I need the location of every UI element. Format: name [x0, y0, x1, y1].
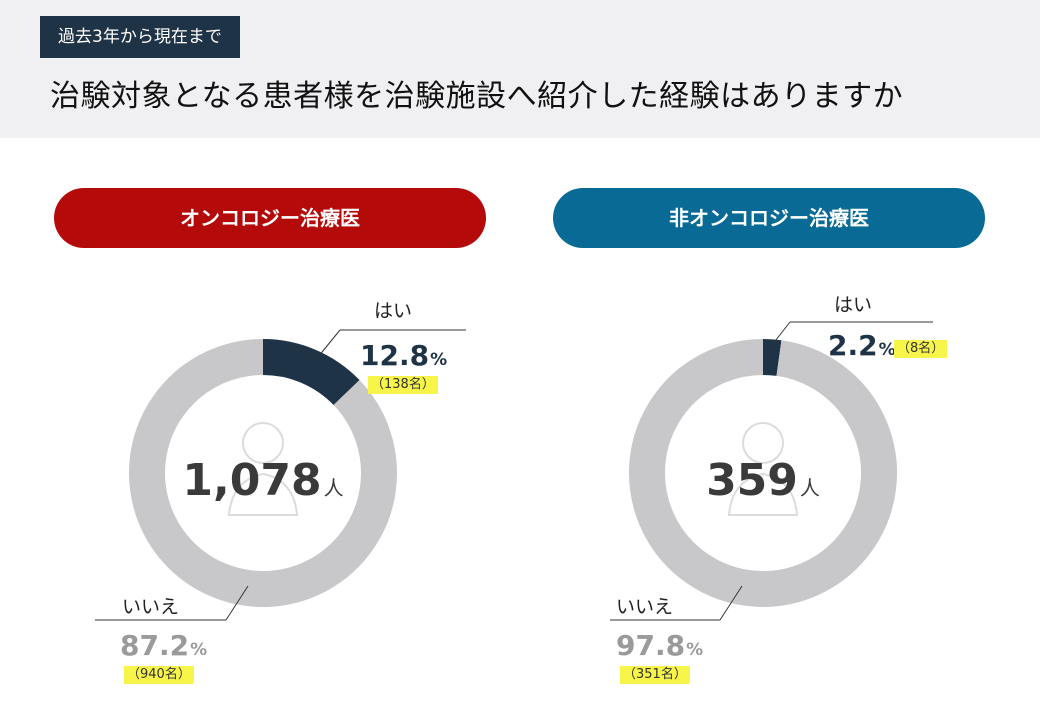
no-slice — [129, 339, 397, 607]
no-leader-line — [225, 585, 249, 621]
no-percent: 87.2% — [120, 630, 207, 666]
no-percent-value: 87.2 — [120, 629, 190, 662]
yes-label: はい — [374, 300, 413, 322]
yes-percent-value: 2.2 — [828, 329, 878, 362]
total-unit: 人 — [799, 476, 820, 500]
period-tag: 過去3年から現在まで — [40, 16, 240, 58]
total-value: 1,078 — [182, 455, 322, 506]
yes-leader-line — [771, 321, 791, 346]
total-respondents: 359 人 — [663, 456, 863, 513]
yes-slice — [262, 339, 360, 406]
non-oncology-donut-chart — [610, 321, 933, 621]
yes-count: （138名） — [368, 376, 438, 394]
no-count: （351名） — [620, 666, 690, 684]
total-value: 359 — [706, 455, 798, 506]
oncology-donut-chart — [95, 329, 466, 621]
no-percent-value: 97.8 — [616, 629, 686, 662]
oncology-donut-panel: はい 12.8% （138名） いいえ 87.2% （940名） 1,078 人 — [0, 270, 520, 710]
no-slice — [629, 339, 897, 607]
non-oncology-donut-panel: はい 2.2% （8名） いいえ 97.8% （351名） 359 人 — [520, 270, 1040, 710]
percent-unit: % — [190, 640, 208, 660]
yes-percent: 12.8% — [360, 340, 447, 376]
yes-percent: 2.2% — [828, 330, 896, 366]
no-count: （940名） — [124, 666, 194, 684]
person-icon — [727, 422, 799, 516]
percent-unit: % — [878, 340, 896, 360]
total-unit: 人 — [323, 476, 344, 500]
percent-unit: % — [430, 350, 448, 370]
yes-slice — [762, 339, 782, 376]
no-label: いいえ — [122, 596, 180, 618]
total-respondents: 1,078 人 — [163, 456, 363, 513]
no-percent: 97.8% — [616, 630, 703, 666]
percent-unit: % — [686, 640, 704, 660]
oncology-group-header: オンコロジー治療医 — [54, 188, 486, 248]
non-oncology-group-header: 非オンコロジー治療医 — [553, 188, 985, 248]
page-title: 治験対象となる患者様を治験施設へ紹介した経験はありますか — [50, 79, 904, 114]
no-leader-line — [719, 585, 743, 621]
person-icon — [227, 422, 299, 516]
yes-label: はい — [834, 294, 873, 316]
yes-count: （8名） — [894, 340, 948, 358]
no-label: いいえ — [616, 596, 674, 618]
yes-percent-value: 12.8 — [360, 339, 430, 372]
yes-leader-line — [317, 329, 341, 358]
